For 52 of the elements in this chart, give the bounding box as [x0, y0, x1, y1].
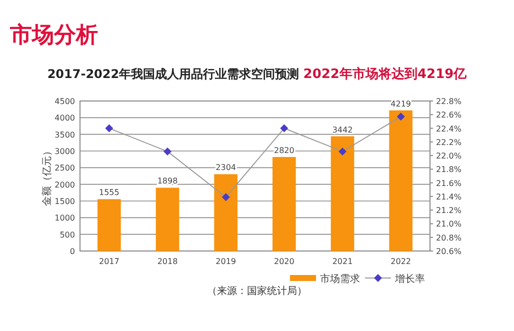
y2-tick-label: 21.8% [436, 165, 462, 174]
point [338, 147, 346, 156]
y2-tick-label: 21.2% [436, 206, 462, 216]
y2-tick-label: 20.6% [436, 247, 462, 256]
bar [389, 110, 412, 251]
y2-tick-label: 22.2% [436, 138, 462, 147]
y-tick-label: 2000 [54, 180, 75, 190]
point [280, 124, 288, 132]
y-tick-label: 4500 [54, 97, 75, 106]
y2-tick-label: 22.6% [436, 110, 462, 120]
y-tick-label: 4000 [54, 114, 75, 123]
point [105, 124, 114, 132]
bar [156, 188, 180, 251]
y-tick-label: 3500 [54, 130, 75, 140]
point [164, 147, 172, 156]
bar [98, 199, 121, 251]
legend-label: 市场需求 [320, 273, 360, 285]
y-tick-label: 2500 [54, 164, 75, 173]
y2-tick-label: 21.0% [436, 220, 462, 229]
x-tick-label: 2022 [390, 257, 412, 266]
y2-tick-label: 20.8% [436, 233, 462, 242]
y2-tick-label: 22.4% [436, 124, 462, 134]
y-tick-label: 500 [60, 230, 75, 240]
data-label: 1555 [98, 188, 120, 198]
bar [330, 136, 354, 251]
chart-title: 市场分析 [9, 22, 98, 48]
data-label: 2820 [274, 146, 294, 155]
legend-label: 增长率 [394, 273, 425, 285]
bar [214, 174, 238, 251]
y2-tick-label: 21.4% [436, 192, 462, 202]
y2-tick-label: 21.6% [436, 178, 462, 188]
point [396, 112, 405, 121]
y-tick-label: 1500 [54, 197, 75, 206]
x-tick-label: 2017 [98, 257, 120, 266]
x-tick-label: 2019 [216, 257, 236, 266]
y-axis-title: 金额（亿元） [41, 146, 53, 206]
text: 2022年市场将达到4219亿 [303, 66, 468, 82]
x-tick-label: 2021 [332, 257, 353, 266]
y2-tick-label: 22.0% [436, 152, 462, 161]
y-tick-label: 3000 [54, 147, 75, 156]
chart-subtitle: 2017-2022年我国成人用品行业需求空间预测 [47, 67, 304, 81]
data-label: 3442 [332, 125, 353, 134]
y-tick-label: 1000 [54, 214, 75, 223]
data-label: 4219 [390, 99, 412, 108]
x-tick-label: 2018 [157, 257, 178, 266]
data-label: 1898 [157, 176, 178, 186]
y-tick-label: 0 [70, 247, 75, 256]
bar [272, 157, 296, 251]
y2-tick-label: 22.8% [436, 97, 462, 106]
x-tick-label: 2020 [274, 257, 294, 266]
point [222, 193, 230, 202]
text: （来源：国家统计局） [207, 285, 307, 297]
